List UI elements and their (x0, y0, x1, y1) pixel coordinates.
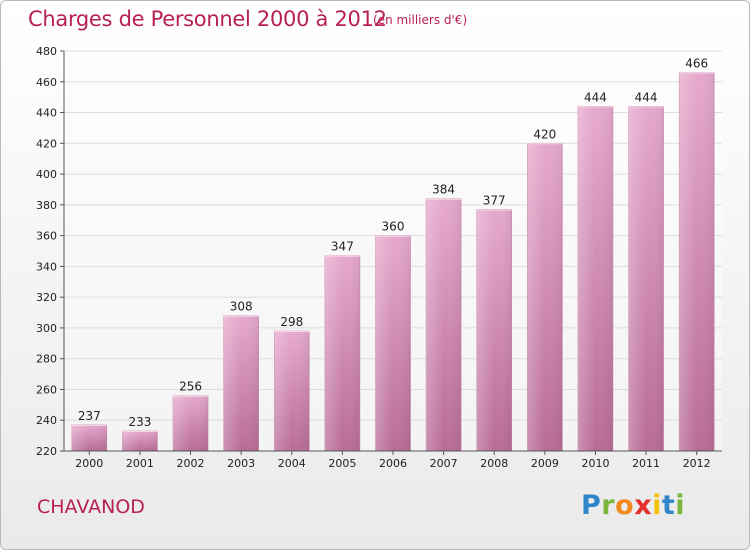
bar-shine (223, 315, 259, 451)
y-tick-label: 460 (36, 76, 57, 89)
logo-letter: t (661, 490, 676, 521)
y-tick-label: 240 (36, 414, 57, 427)
y-tick-label: 380 (36, 199, 57, 212)
data-label: 237 (78, 409, 101, 423)
x-tick-label: 2012 (683, 457, 711, 470)
bar-shine (527, 143, 563, 452)
proxiti-logo[interactable]: Proxiti (581, 490, 685, 521)
data-label: 444 (635, 90, 658, 104)
x-tick-label: 2002 (177, 457, 205, 470)
city-name: CHAVANOD (37, 496, 145, 518)
x-tick-label: 2010 (581, 457, 609, 470)
y-tick-label: 280 (36, 353, 57, 366)
y-tick-label: 320 (36, 291, 57, 304)
x-tick-label: 2008 (480, 457, 508, 470)
y-tick-label: 420 (36, 137, 57, 150)
data-label: 233 (128, 415, 151, 429)
y-tick-label: 260 (36, 383, 57, 396)
y-tick-label: 440 (36, 107, 57, 120)
chart-title: Charges de Personnel 2000 à 2012 (28, 7, 387, 31)
x-tick-label: 2007 (430, 457, 458, 470)
data-label: 308 (230, 300, 253, 314)
data-label: 420 (533, 127, 556, 141)
bar-shine (274, 331, 310, 451)
bar-shine (122, 431, 158, 451)
data-label: 444 (584, 90, 607, 104)
logo-letter: r (601, 490, 616, 521)
y-tick-label: 400 (36, 168, 57, 181)
logo-letter: i (675, 490, 686, 521)
data-label: 360 (382, 220, 405, 234)
bar-shine (71, 424, 107, 451)
data-label: 384 (432, 183, 455, 197)
logo-letter: x (634, 490, 653, 521)
x-tick-label: 2011 (632, 457, 660, 470)
x-tick-label: 2001 (126, 457, 154, 470)
y-tick-label: 220 (36, 445, 57, 458)
data-label: 347 (331, 240, 354, 254)
bar-shine (628, 106, 664, 451)
data-label: 298 (280, 315, 303, 329)
bar-shine (679, 72, 715, 452)
y-tick-label: 300 (36, 322, 57, 335)
bar-shine (577, 106, 613, 451)
logo-letter: P (581, 490, 602, 521)
bar-shine (375, 235, 411, 451)
x-tick-label: 2004 (278, 457, 306, 470)
x-tick-label: 2000 (75, 457, 103, 470)
logo-letter: i (652, 490, 662, 521)
x-tick-label: 2009 (531, 457, 559, 470)
y-tick-label: 340 (36, 260, 57, 273)
bar-shine (173, 395, 209, 451)
x-tick-label: 2006 (379, 457, 407, 470)
y-tick-label: 480 (36, 45, 57, 58)
x-tick-label: 2005 (328, 457, 356, 470)
x-tick-label: 2003 (227, 457, 255, 470)
y-tick-label: 360 (36, 230, 57, 243)
logo-letter: o (615, 490, 635, 521)
data-label: 466 (685, 57, 708, 71)
bar-shine (426, 198, 462, 451)
bar-shine (324, 255, 360, 451)
data-label: 256 (179, 380, 202, 394)
chart-subtitle: (en milliers d'€) (373, 13, 468, 27)
data-label: 377 (483, 193, 506, 207)
bar-shine (476, 209, 512, 451)
